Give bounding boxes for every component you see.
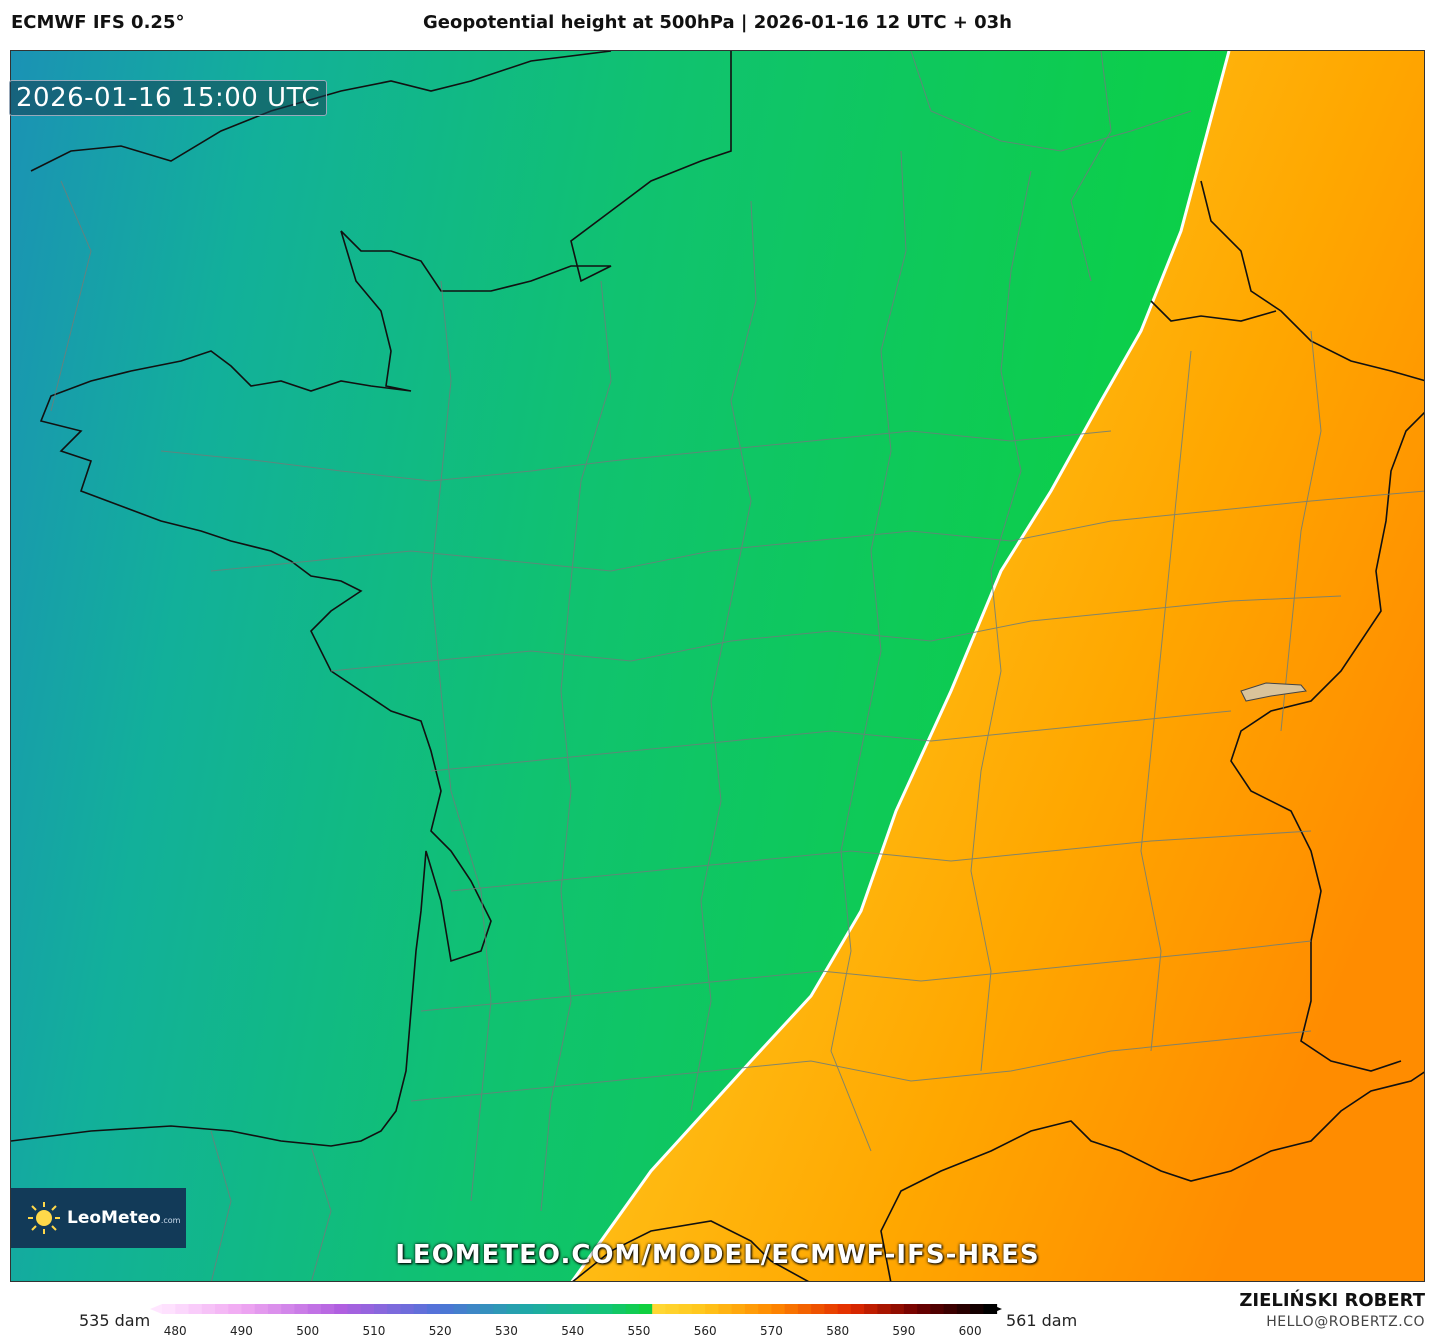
colorbar-segment xyxy=(400,1304,415,1314)
colorbar-segment xyxy=(228,1304,242,1314)
colorbar-segment xyxy=(281,1304,295,1314)
colorbar-tick-label: 560 xyxy=(693,1324,717,1338)
colorbar-tick-label: 500 xyxy=(296,1324,320,1338)
colorbar-segment xyxy=(201,1304,216,1314)
colorbar-segment xyxy=(493,1304,507,1314)
colorbar-segment xyxy=(585,1304,600,1314)
colorbar-segment xyxy=(718,1304,733,1314)
logo-suffix: .com xyxy=(160,1216,181,1225)
colorbar: 480 490 500 510 520 530 540 550 560 570 580 590 600 xyxy=(150,1300,1002,1338)
colorbar-segment xyxy=(546,1304,560,1314)
source-url[interactable]: LEOMETEO.COM/MODEL/ECMWF-IFS-HRES xyxy=(395,1240,1040,1270)
colorbar-segment xyxy=(241,1304,256,1314)
coastline xyxy=(11,51,1424,1281)
colorbar-segment xyxy=(930,1304,945,1314)
map-panel[interactable] xyxy=(10,50,1425,1282)
colorbar-min-label: 535 dam xyxy=(79,1311,151,1330)
colorbar-segment xyxy=(506,1304,521,1314)
colorbar-tick-label: 540 xyxy=(561,1324,585,1338)
colorbar-tick-label: 550 xyxy=(627,1324,651,1338)
colorbar-max-arrow xyxy=(990,1304,1002,1314)
colorbar-segment xyxy=(864,1304,878,1314)
high-height-region xyxy=(572,51,1424,1281)
colorbar-segment xyxy=(784,1304,799,1314)
colorbar-segment xyxy=(691,1304,706,1314)
colorbar-tick-label: 510 xyxy=(362,1324,386,1338)
colorbar-segment xyxy=(652,1304,666,1314)
colorbar-segment xyxy=(625,1304,640,1314)
author-email[interactable]: HELLO@ROBERTZ.CO xyxy=(1266,1314,1425,1330)
colorbar-segment xyxy=(758,1304,772,1314)
colorbar-segment xyxy=(347,1304,362,1314)
colorbar-segment xyxy=(850,1304,865,1314)
colorbar-tick-label: 520 xyxy=(428,1324,452,1338)
colorbar-segment xyxy=(731,1304,746,1314)
colorbar-segment xyxy=(175,1304,189,1314)
colorbar-segment xyxy=(334,1304,348,1314)
colorbar-segment xyxy=(162,1304,176,1314)
colorbar-tick-label: 580 xyxy=(826,1324,850,1338)
logo-wordmark: LeoMeteo.com xyxy=(67,1208,180,1228)
colorbar-segment xyxy=(599,1304,613,1314)
colorbar-ramp xyxy=(150,1304,1002,1314)
lake-geneva xyxy=(1240,682,1307,702)
colorbar-segment xyxy=(705,1304,719,1314)
colorbar-segment xyxy=(294,1304,309,1314)
logo-name: LeoMeteo xyxy=(67,1208,161,1228)
author-credit: ZIELIŃSKI ROBERT xyxy=(1239,1290,1425,1311)
colorbar-segment xyxy=(890,1304,905,1314)
colorbar-segment xyxy=(956,1304,971,1314)
colorbar-segment xyxy=(267,1304,282,1314)
colorbar-segment xyxy=(638,1304,653,1314)
colorbar-segment xyxy=(532,1304,547,1314)
sun-icon xyxy=(28,1202,60,1234)
colorbar-segment xyxy=(254,1304,269,1314)
colorbar-tick-label: 590 xyxy=(892,1324,916,1338)
colorbar-segment xyxy=(466,1304,481,1314)
leometeo-logo[interactable]: LeoMeteo.com xyxy=(11,1188,186,1248)
colorbar-segment xyxy=(572,1304,587,1314)
colorbar-segment xyxy=(824,1304,839,1314)
colorbar-max-label: 561 dam xyxy=(1006,1311,1078,1330)
colorbar-segment xyxy=(970,1304,984,1314)
colorbar-segment xyxy=(188,1304,203,1314)
colorbar-segment xyxy=(373,1304,388,1314)
colorbar-segment xyxy=(797,1304,812,1314)
colorbar-segment xyxy=(214,1304,229,1314)
colorbar-segment xyxy=(771,1304,786,1314)
colorbar-segment xyxy=(665,1304,680,1314)
colorbar-segment xyxy=(440,1304,454,1314)
region-boundaries xyxy=(50,51,1424,1281)
colorbar-min-arrow xyxy=(150,1304,162,1314)
map-title: Geopotential height at 500hPa | 2026-01-… xyxy=(422,12,1013,33)
colorbar-segment xyxy=(307,1304,322,1314)
colorbar-tick-label: 490 xyxy=(230,1324,253,1338)
colorbar-segment xyxy=(811,1304,825,1314)
colorbar-segment xyxy=(387,1304,401,1314)
colorbar-segment xyxy=(744,1304,759,1314)
colorbar-segment xyxy=(453,1304,468,1314)
colorbar-segment xyxy=(360,1304,375,1314)
colorbar-tick-label: 480 xyxy=(163,1324,187,1338)
valid-time-label: 2026-01-16 15:00 UTC xyxy=(9,80,328,116)
colorbar-segment xyxy=(320,1304,335,1314)
colorbar-segment xyxy=(877,1304,892,1314)
colorbar-segment xyxy=(917,1304,931,1314)
colorbar-segment xyxy=(612,1304,627,1314)
colorbar-segment xyxy=(837,1304,852,1314)
colorbar-segment xyxy=(413,1304,428,1314)
colorbar-segment xyxy=(426,1304,441,1314)
colorbar-tick-label: 570 xyxy=(759,1324,783,1338)
colorbar-segment xyxy=(559,1304,574,1314)
colorbar-tick-label: 530 xyxy=(494,1324,518,1338)
colorbar-segment xyxy=(519,1304,534,1314)
colorbar-segment xyxy=(903,1304,918,1314)
colorbar-segment xyxy=(943,1304,958,1314)
geopotential-field-map xyxy=(11,51,1424,1281)
colorbar-segment xyxy=(678,1304,693,1314)
contour-552-line xyxy=(570,51,1231,1281)
colorbar-segment xyxy=(479,1304,494,1314)
colorbar-tick-label: 600 xyxy=(958,1324,982,1338)
model-title: ECMWF IFS 0.25° xyxy=(11,12,185,33)
